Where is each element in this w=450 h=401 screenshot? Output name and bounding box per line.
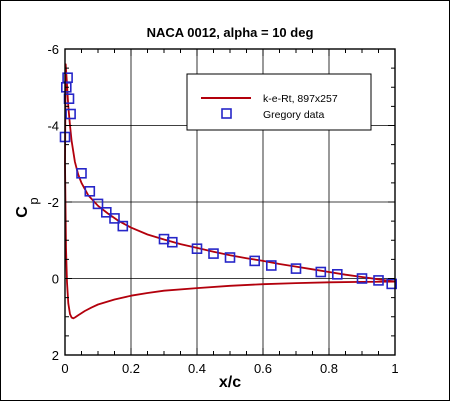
data-marker [117,220,129,232]
data-marker [109,213,120,224]
data-marker [249,255,260,267]
data-marker [208,248,219,259]
ticks [64,48,396,356]
legend-box [186,73,372,131]
cp-curve-lower [64,163,396,320]
curves [64,63,396,320]
legend-label-markers: Gregory data [263,109,324,121]
x-tick-label: 0.4 [188,361,206,376]
x-tick-label: 0.8 [320,361,338,376]
y-tick-label: 0 [52,272,59,287]
data-marker [331,268,343,280]
y-tick-label: -6 [47,42,59,57]
y-tick-label: -4 [47,119,59,134]
x-tick-label: 0.6 [254,361,272,376]
data-marker [373,275,384,286]
data-marker [101,207,112,218]
data-marker [76,168,87,179]
x-tick-label: 1 [391,361,398,376]
data-marker [62,72,73,83]
markers [59,72,398,290]
y-tick-label: 2 [52,348,59,363]
data-marker [265,260,277,271]
legend: k-e-Rt, 897x257 Gregory data [186,73,372,131]
legend-label-line: k-e-Rt, 897x257 [263,93,338,105]
data-marker [167,236,178,248]
cp-curve-upper [64,63,396,283]
chart-title: NACA 0012, alpha = 10 deg [147,25,314,40]
data-marker [356,273,368,284]
x-axis-label: x/c [219,374,241,391]
data-marker [290,263,302,274]
legend-marker-sample [221,108,232,119]
data-marker [386,278,398,290]
y-axis-label: C p [14,197,41,217]
data-marker [191,243,203,254]
data-marker [65,108,76,120]
data-marker [92,198,104,210]
data-marker [315,266,327,278]
data-marker [224,252,236,263]
y-axis-label-main: C [14,206,31,218]
data-marker [84,186,96,197]
y-axis-label-subscript: p [26,197,41,204]
tick-labels: 0 0.2 0.4 0.6 0.8 1-6-4-202 [47,42,398,376]
x-tick-label: 0.2 [122,361,140,376]
y-tick-label: -2 [47,195,59,210]
x-tick-label: 0 [61,361,68,376]
